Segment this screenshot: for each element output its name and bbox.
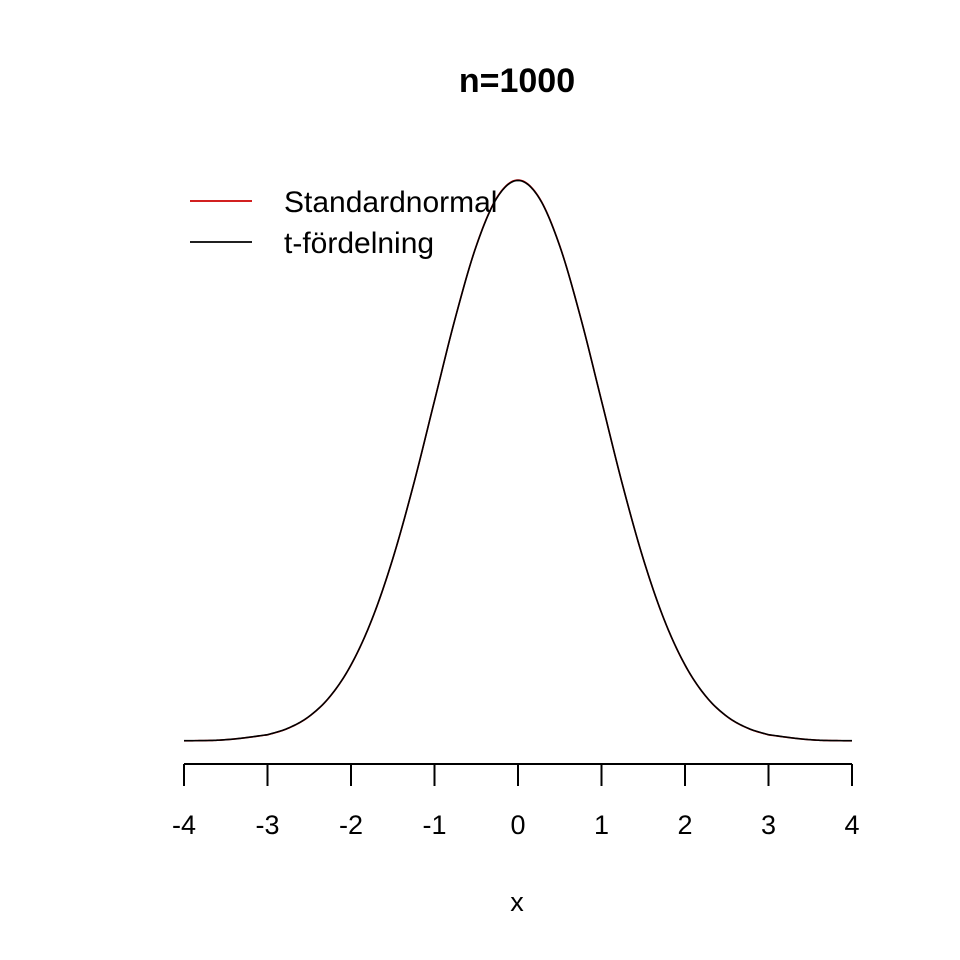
x-tick-label: -4 [172, 810, 196, 840]
legend-label: t-fördelning [284, 227, 434, 260]
series-line-2 [183, 179, 853, 742]
x-axis: -4 -3 -2 -1 0 1 2 3 4 [172, 763, 860, 840]
x-tick-label: 4 [844, 810, 859, 840]
x-tick-label: -2 [339, 810, 363, 840]
x-tick-label: 3 [761, 810, 776, 840]
legend: Standardnormal t-fördelning [190, 186, 497, 260]
chart-title: n=1000 [459, 62, 575, 100]
x-axis-label: x [510, 887, 524, 917]
x-tick-label: 1 [594, 810, 609, 840]
legend-label: Standardnormal [284, 186, 497, 219]
x-tick-label: -1 [422, 810, 446, 840]
x-tick-label: 0 [510, 810, 525, 840]
x-tick-label: 2 [677, 810, 692, 840]
series-lines [183, 179, 853, 742]
x-tick-label: -3 [255, 810, 279, 840]
